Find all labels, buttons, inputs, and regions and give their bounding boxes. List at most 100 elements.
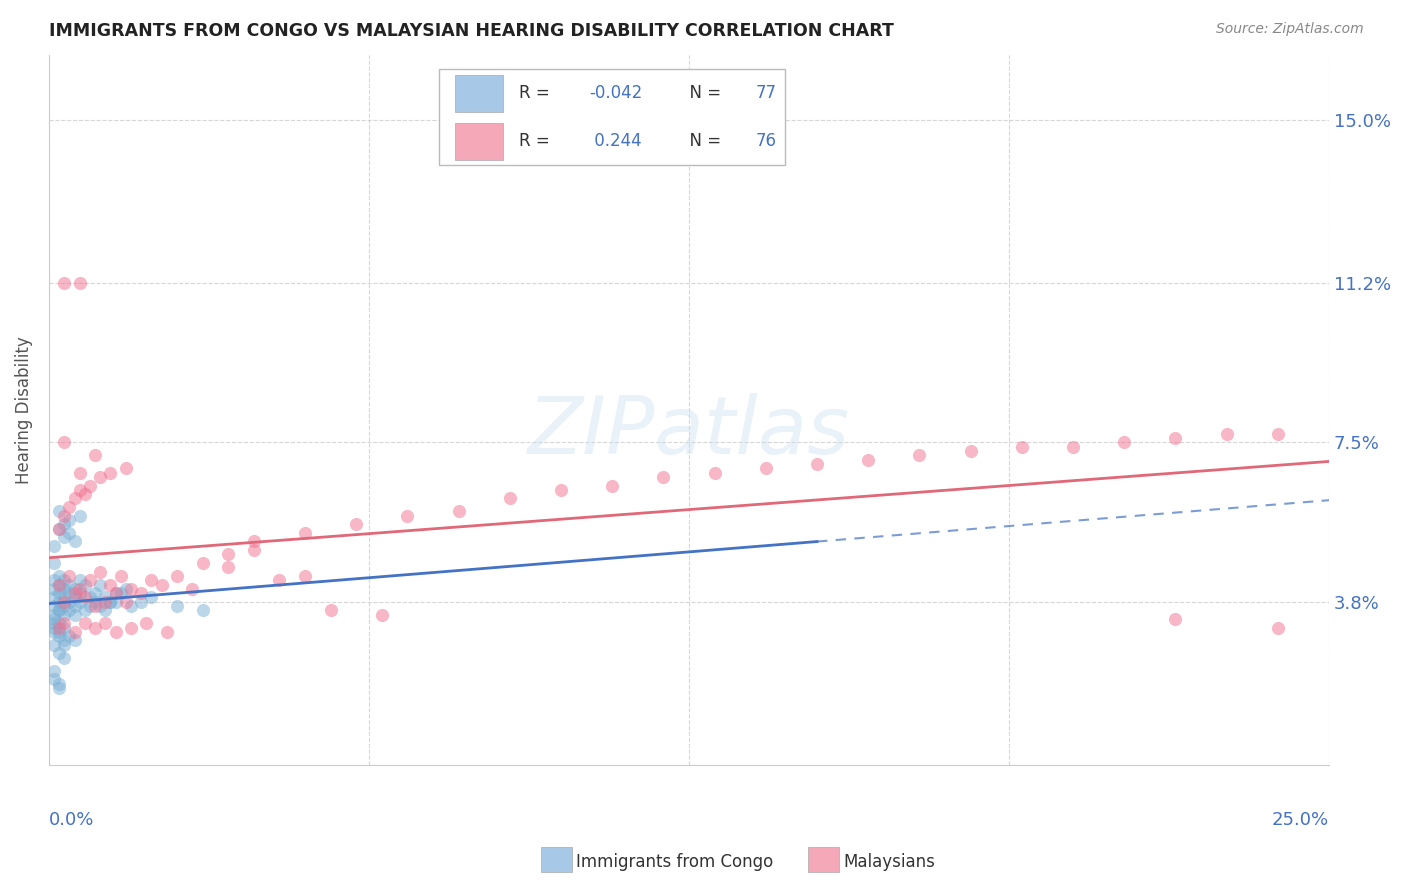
Point [63,582,86,596]
Point [371,607,394,622]
Point [120,599,142,613]
Point [69,586,91,600]
Point [217,548,239,562]
Point [53,595,76,609]
Point [755,461,778,475]
Point [110,569,132,583]
Point [84,449,107,463]
Point [63,591,86,605]
Point [48,522,70,536]
Point [1164,612,1187,626]
Point [141,591,163,605]
Point [48,586,70,600]
Point [48,522,70,536]
Point [344,517,367,532]
Point [48,577,70,591]
Point [94,616,117,631]
Point [806,457,828,471]
Point [114,461,136,475]
Point [908,449,931,463]
Point [73,487,96,501]
Bar [454,123,503,160]
Point [69,595,91,609]
Point [48,603,70,617]
Point [42,621,65,635]
Point [63,534,86,549]
Text: -0.042: -0.042 [589,85,643,103]
Point [53,633,76,648]
Text: 0.0%: 0.0% [49,812,94,830]
Point [58,629,80,643]
Point [63,607,86,622]
Text: ZIPatlas: ZIPatlas [527,392,851,470]
Point [120,621,142,635]
Point [600,478,623,492]
Y-axis label: Hearing Disability: Hearing Disability [15,336,32,484]
Point [53,517,76,532]
Point [100,577,122,591]
Point [69,508,91,523]
Point [69,582,91,596]
Point [53,573,76,587]
Point [48,629,70,643]
Point [48,569,70,583]
Point [959,444,981,458]
Text: 77: 77 [755,85,776,103]
Point [150,577,173,591]
Point [94,603,117,617]
Point [42,599,65,613]
Point [89,577,111,591]
Text: R =: R = [519,85,555,103]
Point [181,582,204,596]
Point [58,603,80,617]
Point [42,582,65,596]
Point [1062,440,1084,454]
Point [110,586,132,600]
Point [42,616,65,631]
Point [58,525,80,540]
Point [48,676,70,690]
Point [499,491,522,506]
Point [63,599,86,613]
Point [42,607,65,622]
Point [242,543,264,558]
Point [1215,426,1237,441]
Point [42,672,65,686]
Point [94,595,117,609]
Point [104,595,127,609]
Point [58,577,80,591]
Point [63,586,86,600]
Point [652,470,675,484]
Text: 76: 76 [755,132,776,150]
Point [53,530,76,544]
Point [53,650,76,665]
Point [84,621,107,635]
Point [53,591,76,605]
Text: Malaysians: Malaysians [844,854,935,871]
Point [104,586,127,600]
Point [42,624,65,639]
Point [141,573,163,587]
FancyBboxPatch shape [440,70,785,165]
Point [48,595,70,609]
Point [63,624,86,639]
Point [63,491,86,506]
Point [69,573,91,587]
Text: N =: N = [679,132,725,150]
Point [191,556,214,570]
Point [69,466,91,480]
Point [1114,435,1136,450]
Point [84,595,107,609]
Point [1267,426,1289,441]
Point [58,500,80,514]
Point [79,573,101,587]
Bar [454,75,503,112]
Text: N =: N = [679,85,725,103]
Point [856,452,879,467]
Point [294,569,316,583]
Point [53,621,76,635]
Point [135,616,157,631]
Text: R =: R = [519,132,555,150]
Point [53,435,76,450]
Point [58,569,80,583]
